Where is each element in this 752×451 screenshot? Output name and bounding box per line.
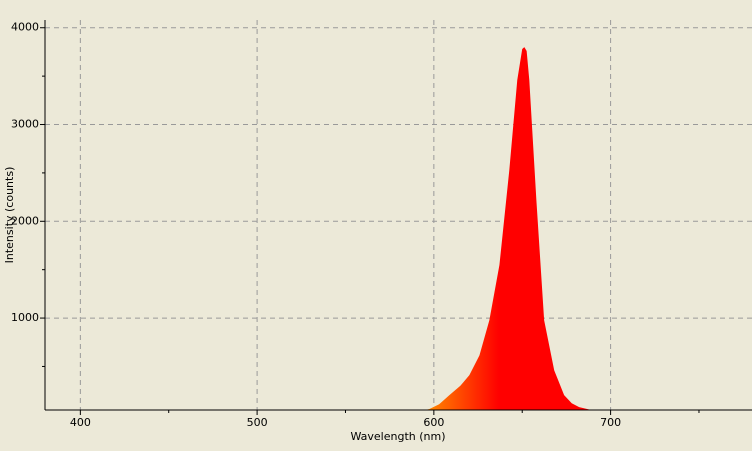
y-tick-label: 4000: [11, 21, 39, 34]
y-tick-label: 1000: [11, 311, 39, 324]
spectrum-area: [425, 47, 590, 411]
y-tick-label: 2000: [11, 214, 39, 227]
x-tick-label: 600: [423, 416, 444, 429]
x-tick-label: 700: [600, 416, 621, 429]
y-tick-label: 3000: [11, 118, 39, 131]
x-axis-label: Wavelength (nm): [350, 430, 445, 443]
x-tick-label: 500: [247, 416, 268, 429]
x-tick-label: 400: [70, 416, 91, 429]
y-axis-label: Intensity (counts): [3, 167, 16, 264]
